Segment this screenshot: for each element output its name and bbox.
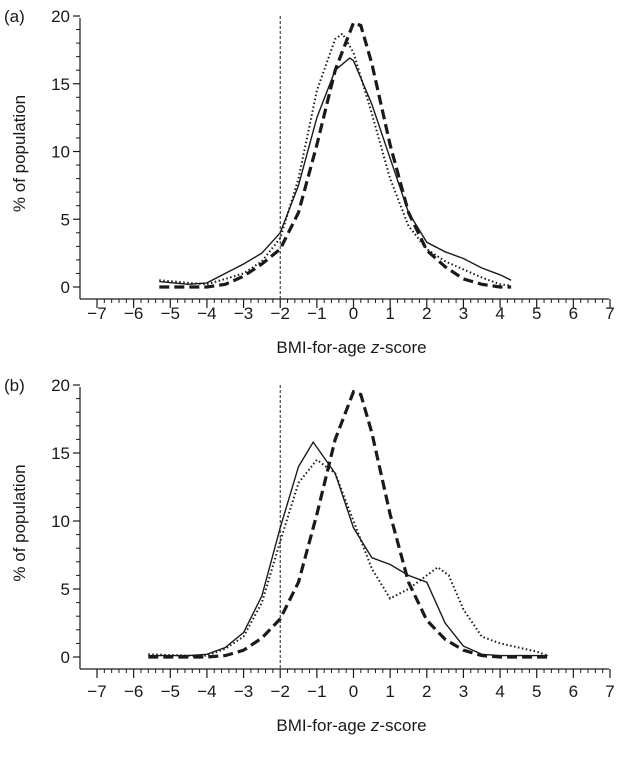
x-tick-label: 7 — [605, 304, 614, 323]
y-tick-label: 20 — [51, 376, 70, 395]
y-tick-label: 10 — [51, 512, 70, 531]
y-tick-label: 10 — [51, 143, 70, 162]
x-tick-label: 5 — [532, 682, 541, 701]
x-tick-label: −4 — [197, 304, 216, 323]
series-line-dashed — [148, 389, 548, 659]
x-tick-label: 0 — [349, 682, 358, 701]
x-tick-label: −2 — [271, 682, 290, 701]
x-tick-label: −5 — [161, 682, 180, 701]
series-line-solid — [148, 440, 548, 657]
x-axis-title-part: z — [370, 338, 380, 357]
y-tick-label: 5 — [61, 580, 70, 599]
x-tick-label: 6 — [569, 304, 578, 323]
x-axis-title: BMI-for-age z-score — [276, 716, 426, 735]
x-tick-label: 4 — [495, 682, 504, 701]
x-axis-title-part: z — [370, 716, 380, 735]
panel-label: (b) — [4, 376, 25, 395]
x-tick-label: −3 — [234, 304, 253, 323]
x-axis-title: BMI-for-age z-score — [276, 338, 426, 357]
y-tick-label: 20 — [51, 7, 70, 26]
x-axis-title-part: BMI-for-age — [276, 716, 370, 735]
y-tick-label: 5 — [61, 210, 70, 229]
series-line-solid — [159, 57, 512, 286]
x-axis-title-part: BMI-for-age — [276, 338, 370, 357]
x-tick-label: −3 — [234, 682, 253, 701]
x-tick-label: −5 — [161, 304, 180, 323]
x-tick-label: 1 — [385, 682, 394, 701]
x-tick-label: −2 — [271, 304, 290, 323]
x-tick-label: 1 — [385, 304, 394, 323]
x-tick-label: −6 — [124, 682, 143, 701]
x-tick-label: −7 — [87, 304, 106, 323]
x-tick-label: 4 — [495, 304, 504, 323]
x-tick-label: −6 — [124, 304, 143, 323]
series-line-dotted — [148, 458, 549, 657]
series-line-dotted — [159, 32, 512, 287]
series-line-dashed — [159, 20, 512, 289]
x-tick-label: 2 — [422, 304, 431, 323]
x-axis-title-part: -score — [379, 338, 426, 357]
x-tick-label: 7 — [605, 682, 614, 701]
x-tick-label: 3 — [459, 682, 468, 701]
x-tick-label: −7 — [87, 682, 106, 701]
y-axis-title: % of population — [10, 95, 29, 212]
y-tick-label: 15 — [51, 75, 70, 94]
x-tick-label: −1 — [307, 682, 326, 701]
x-axis-title-part: -score — [379, 716, 426, 735]
y-tick-label: 0 — [61, 648, 70, 667]
x-tick-label: 2 — [422, 682, 431, 701]
x-tick-label: 0 — [349, 304, 358, 323]
x-tick-label: −1 — [307, 304, 326, 323]
y-axis-title: % of population — [10, 464, 29, 581]
y-tick-label: 0 — [61, 278, 70, 297]
x-tick-label: 3 — [459, 304, 468, 323]
x-tick-label: −4 — [197, 682, 216, 701]
y-tick-label: 15 — [51, 444, 70, 463]
panel-label: (a) — [4, 7, 25, 26]
x-tick-label: 5 — [532, 304, 541, 323]
x-tick-label: 6 — [569, 682, 578, 701]
